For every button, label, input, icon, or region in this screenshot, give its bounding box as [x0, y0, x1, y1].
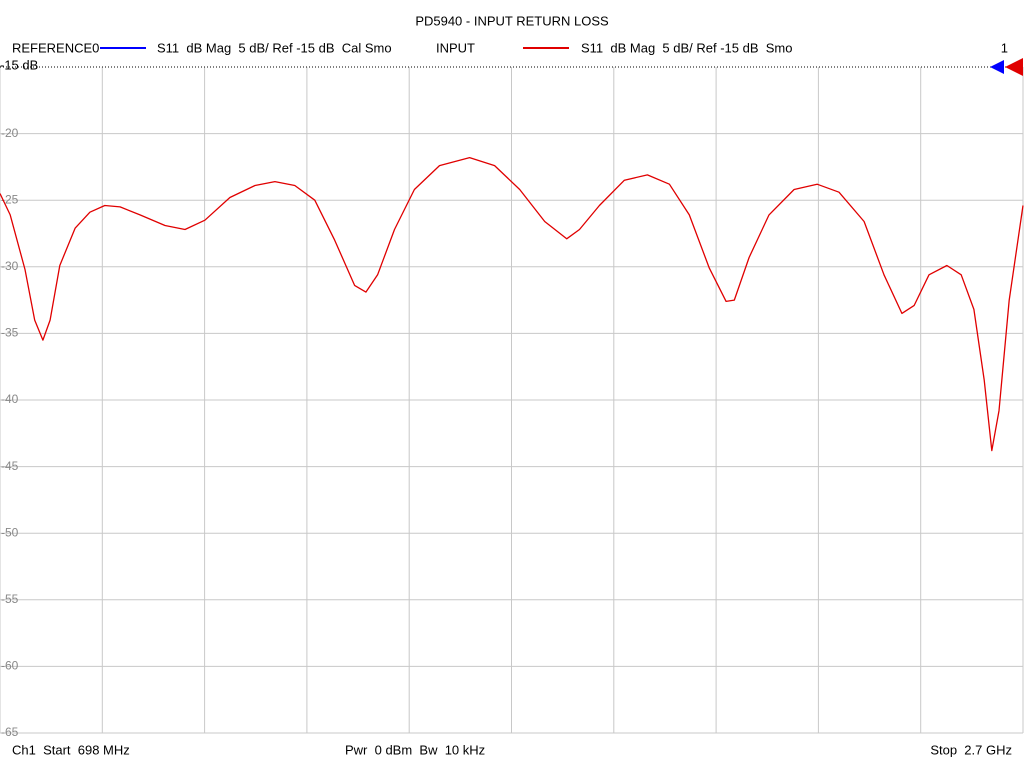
y-tick-label: -40 — [1, 392, 19, 406]
y-tick-label: -35 — [1, 326, 19, 340]
legend-label: INPUT — [436, 40, 475, 55]
legend-label: REFERENCE0 — [12, 40, 99, 55]
y-tick-label: -55 — [1, 592, 19, 606]
footer-start: Ch1 Start 698 MHz — [12, 742, 130, 757]
chart-title: PD5940 - INPUT RETURN LOSS — [415, 13, 609, 28]
channel-number: 1 — [1001, 40, 1008, 55]
reference-marker — [1005, 58, 1023, 76]
y-tick-label: -20 — [1, 126, 19, 140]
footer-power: Pwr 0 dBm Bw 10 kHz — [345, 742, 485, 757]
y-tick-label: -50 — [1, 525, 19, 539]
trace — [0, 156, 1024, 452]
y-tick-label: -15 dB — [0, 57, 38, 72]
y-tick-label: -65 — [1, 725, 19, 739]
footer-stop: Stop 2.7 GHz — [930, 742, 1012, 757]
y-tick-label: -30 — [1, 259, 19, 273]
y-tick-label: -25 — [1, 192, 19, 206]
y-tick-label: -45 — [1, 459, 19, 473]
legend-description: S11 dB Mag 5 dB/ Ref -15 dB Cal Smo — [157, 40, 392, 55]
y-tick-label: -60 — [1, 659, 19, 673]
legend-description: S11 dB Mag 5 dB/ Ref -15 dB Smo — [581, 40, 792, 55]
reference-marker — [990, 60, 1004, 74]
